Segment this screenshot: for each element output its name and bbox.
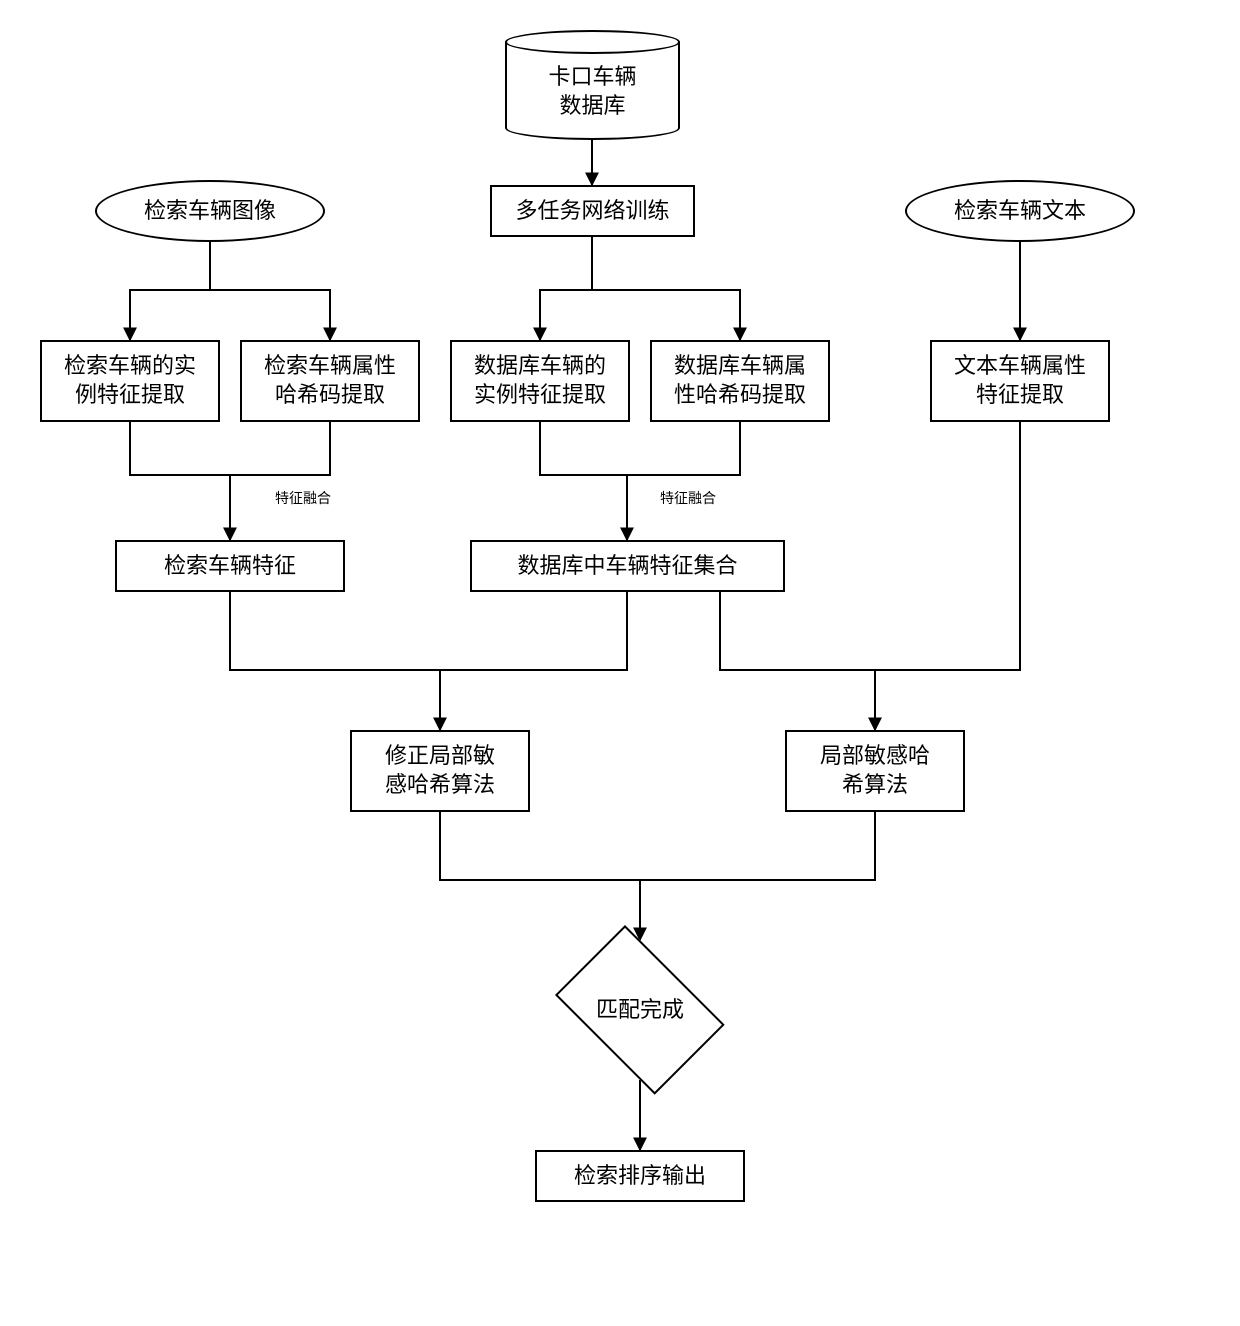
node-r_b: 检索车辆属性哈希码提取	[240, 340, 420, 422]
node-r_d: 数据库车辆属性哈希码提取	[650, 340, 830, 422]
node-ell_r: 检索车辆文本	[905, 180, 1135, 242]
node-feat_l: 检索车辆特征	[115, 540, 345, 592]
edge	[440, 812, 640, 880]
edge	[640, 812, 875, 880]
edge	[540, 237, 592, 340]
edge	[720, 592, 875, 670]
node-train: 多任务网络训练	[490, 185, 695, 237]
node-text: 检索车辆图像	[144, 197, 276, 226]
edge	[540, 422, 627, 475]
node-text: 检索车辆特征	[164, 552, 296, 581]
label-fuse_l: 特征融合	[275, 488, 331, 508]
node-match: 匹配完成	[540, 940, 740, 1080]
edge	[230, 592, 440, 670]
node-out: 检索排序输出	[535, 1150, 745, 1202]
edge	[627, 422, 740, 475]
node-r_c: 数据库车辆的实例特征提取	[450, 340, 630, 422]
edge	[875, 422, 1020, 670]
node-r_e: 文本车辆属性特征提取	[930, 340, 1110, 422]
edge	[230, 422, 330, 475]
node-text: 检索车辆的实例特征提取	[64, 352, 196, 409]
node-text: 数据库中车辆特征集合	[517, 552, 737, 581]
node-text: 检索排序输出	[574, 1162, 706, 1191]
node-text: 卡口车辆数据库	[505, 58, 680, 126]
node-text: 修正局部敏感哈希算法	[385, 742, 495, 799]
edge	[130, 242, 210, 340]
edge	[592, 290, 740, 340]
node-text: 匹配完成	[540, 940, 740, 1080]
node-feat_c: 数据库中车辆特征集合	[470, 540, 785, 592]
node-lsh_r: 局部敏感哈希算法	[785, 730, 965, 812]
node-text: 文本车辆属性特征提取	[954, 352, 1086, 409]
node-db: 卡口车辆数据库	[505, 30, 680, 140]
node-text: 数据库车辆属性哈希码提取	[674, 352, 806, 409]
node-text: 检索车辆文本	[954, 197, 1086, 226]
edge	[440, 592, 627, 670]
node-text: 数据库车辆的实例特征提取	[474, 352, 606, 409]
node-ell_l: 检索车辆图像	[95, 180, 325, 242]
node-text: 局部敏感哈希算法	[820, 742, 930, 799]
node-lsh_l: 修正局部敏感哈希算法	[350, 730, 530, 812]
node-r_a: 检索车辆的实例特征提取	[40, 340, 220, 422]
label-fuse_c: 特征融合	[660, 488, 716, 508]
node-text: 多任务网络训练	[515, 197, 669, 226]
node-text: 检索车辆属性哈希码提取	[264, 352, 396, 409]
edge	[210, 290, 330, 340]
edge	[130, 422, 230, 475]
